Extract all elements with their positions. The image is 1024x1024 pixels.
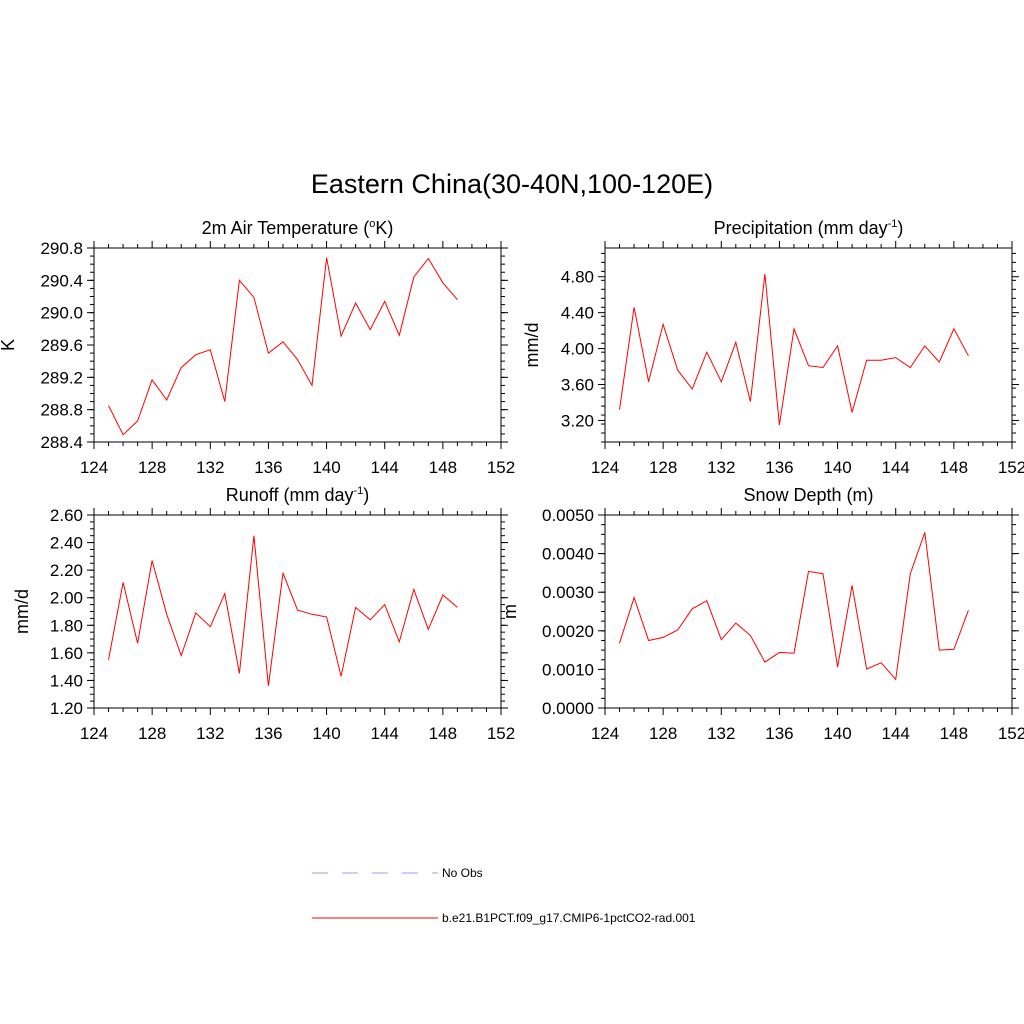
- y-tick-label: 290.0: [40, 304, 83, 323]
- x-tick-label: 144: [371, 458, 399, 477]
- x-tick-label: 128: [649, 724, 677, 743]
- x-tick-label: 124: [591, 724, 619, 743]
- x-tick-label: 132: [196, 458, 224, 477]
- y-tick-label: 4.40: [561, 304, 594, 323]
- legend-model-label: b.e21.B1PCT.f09_g17.CMIP6-1pctCO2-rad.00…: [442, 911, 696, 925]
- y-tick-label: 2.60: [50, 506, 83, 525]
- x-tick-label: 128: [138, 724, 166, 743]
- x-tick-label: 152: [998, 458, 1024, 477]
- x-tick-label: 136: [765, 458, 793, 477]
- x-tick-label: 124: [80, 458, 108, 477]
- x-tick-label: 132: [196, 724, 224, 743]
- x-tick-label: 140: [823, 724, 851, 743]
- x-tick-label: 144: [882, 458, 910, 477]
- y-tick-label: 0.0050: [542, 506, 594, 525]
- series-line: [619, 273, 969, 425]
- x-tick-label: 144: [882, 724, 910, 743]
- y-tick-label: 3.60: [561, 376, 594, 395]
- series-line: [108, 535, 458, 686]
- y-tick-label: 3.20: [561, 411, 594, 430]
- y-axis-label: m: [500, 604, 520, 619]
- y-axis-label: mm/d: [522, 323, 542, 368]
- y-tick-label: 2.00: [50, 589, 83, 608]
- y-tick-label: 288.8: [40, 401, 83, 420]
- figure-title: Eastern China(30-40N,100-120E): [311, 169, 713, 199]
- x-tick-label: 148: [429, 724, 457, 743]
- panel-snow-depth: 124 128 132 136 140 144 148 152 0.0000 0.0010 0.00…: [500, 485, 1024, 743]
- panel-title: Runoff (mm day-1): [226, 485, 370, 505]
- y-tick-label: 290.4: [40, 271, 83, 290]
- x-tick-label: 132: [707, 458, 735, 477]
- plot-frame: [604, 514, 1013, 709]
- plot-frame: [604, 247, 1013, 443]
- panel-title: Snow Depth (m): [743, 485, 873, 505]
- y-tick-label: 2.40: [50, 534, 83, 553]
- x-tick-label: 124: [80, 724, 108, 743]
- x-tick-label: 136: [254, 724, 282, 743]
- series-line: [619, 532, 969, 681]
- x-tick-label: 140: [312, 458, 340, 477]
- y-tick-label: 1.80: [50, 616, 83, 635]
- x-tick-label: 132: [707, 724, 735, 743]
- x-tick-label: 152: [487, 724, 515, 743]
- y-tick-label: 289.2: [40, 368, 83, 387]
- x-tick-label: 148: [429, 458, 457, 477]
- x-tick-label: 144: [371, 724, 399, 743]
- y-tick-label: 0.0010: [542, 660, 594, 679]
- y-tick-label: 4.00: [561, 340, 594, 359]
- y-tick-label: 1.40: [50, 671, 83, 690]
- x-tick-label: 152: [487, 458, 515, 477]
- x-tick-label: 152: [998, 724, 1024, 743]
- y-tick-label: 0.0020: [542, 622, 594, 641]
- x-tick-label: 140: [312, 724, 340, 743]
- y-axis-label: K: [0, 339, 18, 351]
- y-tick-label: 2.20: [50, 561, 83, 580]
- y-tick-label: 289.6: [40, 336, 83, 355]
- y-tick-label: 0.0040: [542, 545, 594, 564]
- y-axis-label: mm/d: [12, 589, 32, 634]
- x-tick-label: 148: [940, 458, 968, 477]
- y-tick-label: 1.20: [50, 699, 83, 718]
- y-tick-label: 0.0030: [542, 583, 594, 602]
- panel-air-temperature: 124 128 132 136 140 144 148 152 288.4 288.8 289.2 2…: [0, 218, 515, 477]
- x-tick-label: 140: [823, 458, 851, 477]
- x-tick-label: 124: [591, 458, 619, 477]
- plot-frame: [93, 514, 502, 709]
- x-tick-label: 128: [649, 458, 677, 477]
- panel-title: Precipitation (mm day-1): [714, 218, 904, 238]
- y-tick-label: 0.0000: [542, 699, 594, 718]
- y-tick-label: 1.60: [50, 644, 83, 663]
- series-line: [108, 257, 458, 436]
- x-tick-label: 148: [940, 724, 968, 743]
- panel-title: 2m Air Temperature (oK): [202, 218, 394, 238]
- x-tick-label: 136: [765, 724, 793, 743]
- panel-precipitation: 124 128 132 136 140 144 148 152 3.20 3.60 4.00 4.40…: [522, 218, 1024, 477]
- legend: No Obs b.e21.B1PCT.f09_g17.CMIP6-1pctCO2…: [312, 866, 696, 925]
- y-tick-label: 4.80: [561, 268, 594, 287]
- x-tick-label: 136: [254, 458, 282, 477]
- x-tick-label: 128: [138, 458, 166, 477]
- y-tick-label: 290.8: [40, 239, 83, 258]
- legend-no-obs-label: No Obs: [442, 866, 483, 880]
- panel-runoff: 124 128 132 136 140 144 148 152 1.20 1.40 1.60 1.80…: [12, 485, 515, 743]
- y-tick-label: 288.4: [40, 433, 83, 452]
